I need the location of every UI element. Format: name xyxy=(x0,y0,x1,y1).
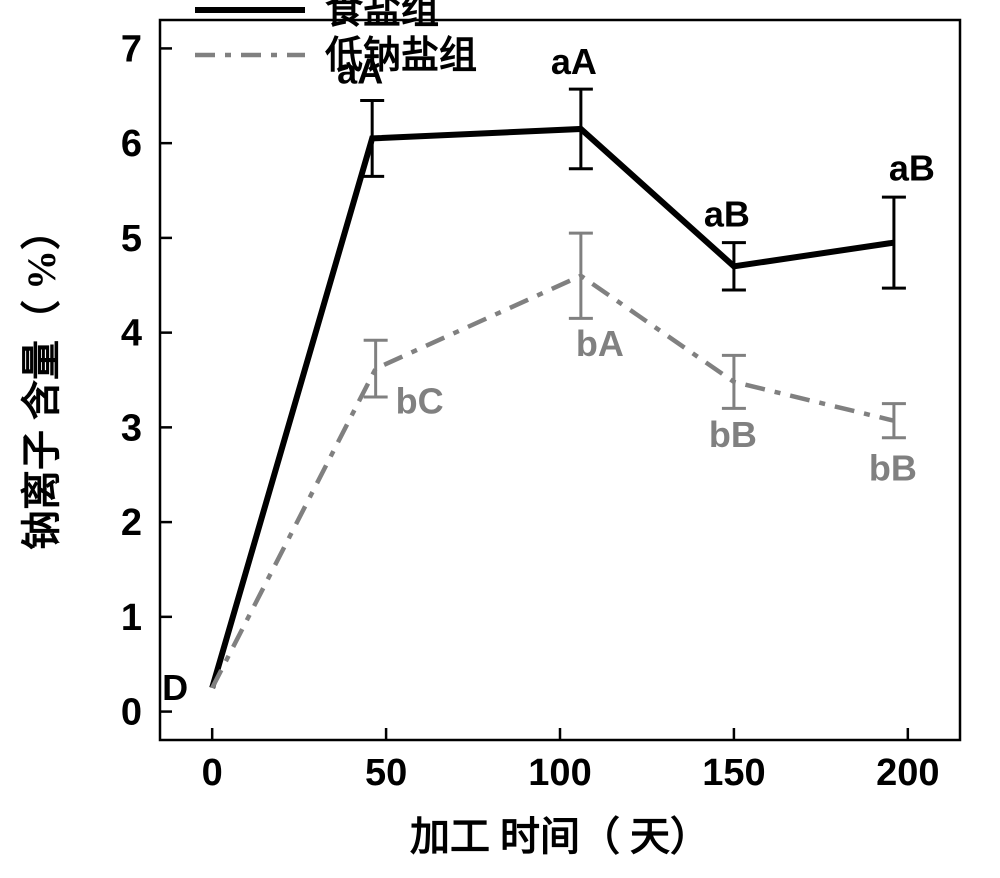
x-tick-label: 50 xyxy=(365,752,407,794)
x-tick-label: 0 xyxy=(202,752,223,794)
x-tick-label: 100 xyxy=(528,752,591,794)
legend-label: 低钠盐组 xyxy=(325,35,477,77)
point-label: aA xyxy=(551,41,597,82)
chart-container: 0 50 100 150 200 0 1 2 3 4 5 6 7 加工 时间（ 天） 钠离子 含量（ %） D… xyxy=(0,0,1000,878)
point-label: bC xyxy=(396,381,444,422)
x-tick-label: 150 xyxy=(702,752,765,794)
y-tick-label: 4 xyxy=(121,313,142,355)
point-label: bB xyxy=(869,448,917,489)
point-label: aB xyxy=(889,148,935,189)
x-tick-label: 200 xyxy=(876,752,939,794)
y-tick-label: 6 xyxy=(121,123,142,165)
y-tick-label: 3 xyxy=(121,407,142,449)
point-label: D xyxy=(162,667,188,708)
point-label: bA xyxy=(576,323,624,364)
y-tick-label: 0 xyxy=(121,692,142,734)
y-tick-label: 1 xyxy=(121,597,142,639)
y-tick-label: 5 xyxy=(121,218,142,260)
line-chart: 0 50 100 150 200 0 1 2 3 4 5 6 7 加工 时间（ 天） 钠离子 含量（ %） D… xyxy=(0,0,1000,878)
legend-label: 食盐组 xyxy=(325,0,439,32)
y-tick-label: 2 xyxy=(121,502,142,544)
y-axis-title: 钠离子 含量（ %） xyxy=(19,210,64,550)
x-axis-title: 加工 时间（ 天） xyxy=(410,814,710,859)
point-label: aB xyxy=(704,193,750,234)
y-tick-label: 7 xyxy=(121,28,142,70)
point-label: bB xyxy=(709,414,757,455)
